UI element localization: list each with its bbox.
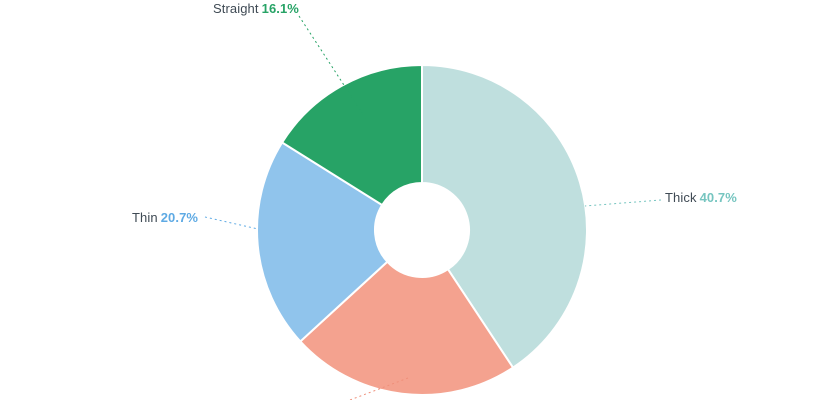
donut-slice-thin[interactable] — [256, 141, 389, 343]
callout-thin: Thin 20.7% — [132, 210, 198, 225]
callout-thick: Thick 40.7% — [665, 190, 737, 205]
slice-value-thin: 20.7% — [160, 210, 199, 225]
slice-label-thin: Thin — [132, 210, 158, 225]
slice-value-thick: 40.7% — [699, 190, 737, 205]
donut-slice-bottom[interactable] — [298, 260, 515, 396]
slice-label-thick: Thick — [665, 190, 697, 205]
leader-line-thick — [584, 199, 662, 207]
slice-value-straight: 16.1% — [261, 1, 299, 16]
donut-slice-straight[interactable] — [280, 63, 423, 207]
slice-label-straight: Straight — [213, 1, 259, 16]
leader-line-bottom-cutoff — [349, 377, 409, 400]
leader-line-thin — [204, 216, 259, 230]
callout-straight: Straight 16.1% — [213, 1, 299, 16]
leader-line-straight — [298, 15, 369, 123]
